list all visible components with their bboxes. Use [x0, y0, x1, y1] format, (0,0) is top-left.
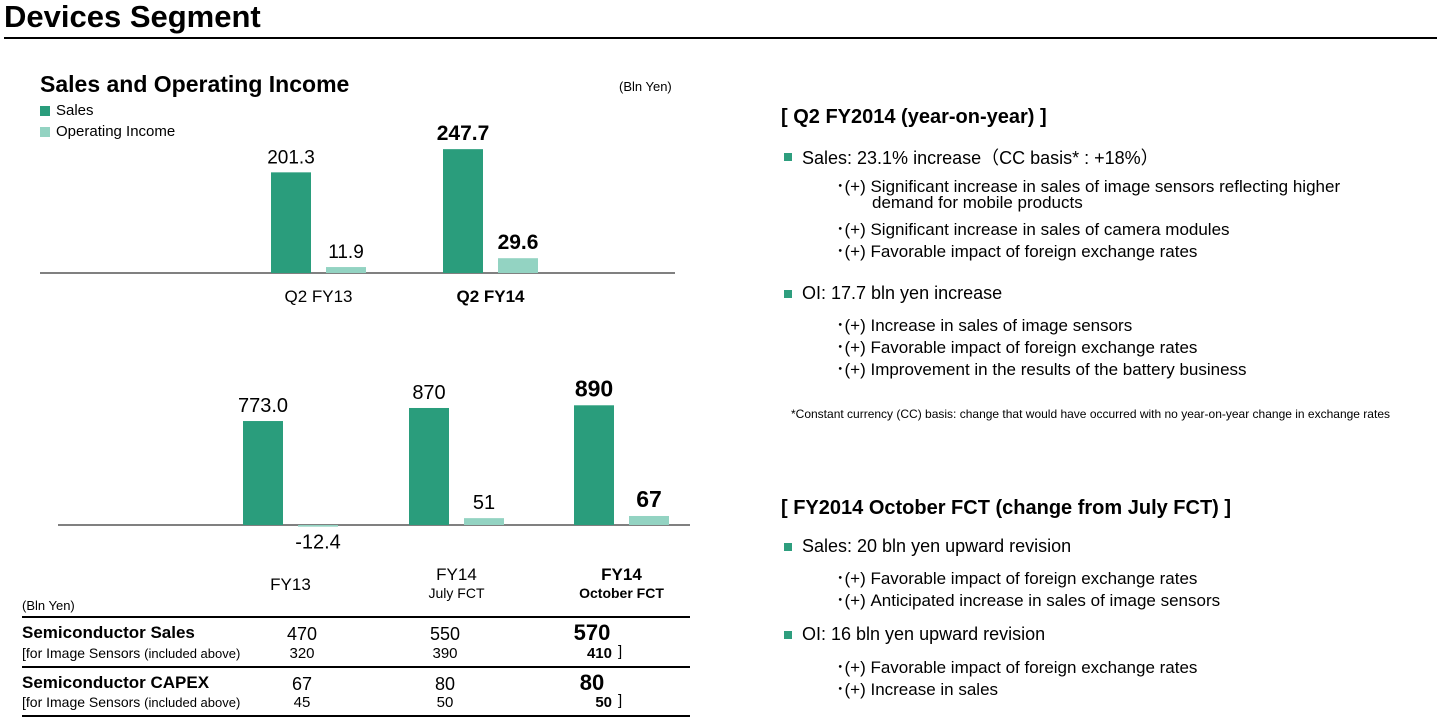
fct-sales-item: ･(+) Favorable impact of foreign exchang… — [836, 569, 1198, 588]
bar-sales — [271, 172, 311, 273]
category-label: Q2 FY14 — [456, 287, 525, 306]
q2-heading: [ Q2 FY2014 (year-on-year) ] — [781, 106, 1047, 128]
q2-sales-bullet: Sales: 23.1% increase（CC basis* : +18%） — [784, 144, 1159, 170]
cell-sensor-sales-fy14-october: 410 — [586, 645, 612, 662]
table-rule-top — [22, 616, 690, 618]
cell-capex-fy14-october: 80 — [579, 670, 605, 695]
legend-item-operating-income: Operating Income — [40, 123, 175, 140]
legend-label-sales: Sales — [56, 102, 94, 119]
category-label: FY13 — [270, 575, 311, 594]
cell-sensor-capex-fy14-october: 50 — [595, 694, 612, 711]
q2-sales-item: ･(+) Significant increase in sales of im… — [836, 177, 1341, 196]
bar-operating-income — [629, 515, 669, 525]
bar-sales — [574, 405, 614, 525]
bar-sales — [243, 421, 283, 525]
fct-oi-text: OI: 16 bln yen upward revision — [802, 624, 1046, 644]
row-label-semiconductor-sales: Semiconductor Sales — [22, 623, 195, 642]
row-sublabel-image-sensors: [for Image Sensors (included above) — [22, 645, 240, 661]
fct-oi-item: ･(+) Favorable impact of foreign exchang… — [836, 658, 1198, 677]
q2-sales-item: ･(+) Significant increase in sales of ca… — [836, 220, 1230, 239]
table-unit-label: (Bln Yen) — [22, 598, 75, 613]
bullet-square-icon — [784, 542, 792, 551]
chart-unit-label: (Bln Yen) — [619, 79, 672, 94]
q2-oi-item: ･(+) Favorable impact of foreign exchang… — [836, 338, 1198, 357]
fct-sales-item: ･(+) Anticipated increase in sales of im… — [836, 591, 1221, 610]
bar-operating-income — [298, 525, 338, 527]
bar-operating-income — [326, 267, 366, 273]
bar-value-label: 67 — [636, 486, 662, 512]
fct-sales-text: Sales: 20 bln yen upward revision — [802, 536, 1072, 556]
sublabel-text: [for Image Sensors — [22, 645, 141, 661]
row-sublabel-image-sensors-capex: [for Image Sensors (included above) — [22, 694, 240, 710]
q2-sales-item: demand for mobile products — [872, 193, 1083, 212]
q2-oi-item: ･(+) Increase in sales of image sensors — [836, 316, 1133, 335]
q2-sales-text: Sales: 23.1% increase（CC basis* : +18%） — [802, 148, 1159, 168]
title-divider — [4, 37, 1437, 39]
cell-sensor-capex-fy14-july: 50 — [436, 694, 454, 711]
legend-swatch-operating-income — [40, 126, 50, 137]
sublabel-note: (included above) — [144, 695, 241, 710]
bar-sales — [443, 149, 483, 273]
category-label: FY14 — [601, 565, 642, 584]
sublabel-text: [for Image Sensors — [22, 694, 141, 710]
sublabel-note: (included above) — [144, 646, 241, 661]
fct-sales-bullet: Sales: 20 bln yen upward revision — [784, 536, 1071, 557]
fct-oi-item: ･(+) Increase in sales — [836, 680, 999, 699]
chart-title: Sales and Operating Income — [40, 71, 350, 97]
cc-footnote: *Constant currency (CC) basis: change th… — [791, 407, 1390, 421]
bullet-square-icon — [784, 289, 792, 298]
cell-sales-fy14-july: 550 — [429, 624, 461, 644]
bar-operating-income — [464, 518, 504, 525]
bar-value-label: 51 — [473, 492, 495, 514]
category-label: FY14 — [436, 565, 477, 584]
cell-sales-fy13: 470 — [286, 624, 318, 644]
fct-heading: [ FY2014 October FCT (change from July F… — [781, 497, 1232, 519]
fct-oi-bullet: OI: 16 bln yen upward revision — [784, 624, 1045, 645]
bar-sales — [409, 407, 449, 525]
bullet-square-icon — [784, 630, 792, 639]
q2-oi-text: OI: 17.7 bln yen increase — [802, 283, 1003, 303]
legend-swatch-sales — [40, 105, 50, 116]
q2-oi-item: ･(+) Improvement in the results of the b… — [836, 360, 1247, 379]
legend-item-sales: Sales — [40, 102, 94, 119]
q2-sales-item: ･(+) Favorable impact of foreign exchang… — [836, 242, 1198, 261]
cell-sales-fy14-october: 570 — [573, 620, 611, 645]
q2-oi-bullet: OI: 17.7 bln yen increase — [784, 283, 1002, 304]
bar-value-label: 29.6 — [498, 231, 539, 254]
bar-operating-income — [498, 258, 538, 273]
bar-value-label: 11.9 — [328, 242, 364, 263]
page-title: Devices Segment — [4, 0, 261, 34]
category-label: Q2 FY13 — [284, 287, 352, 306]
bar-value-label: 890 — [575, 375, 613, 401]
bar-value-label: 201.3 — [267, 147, 315, 168]
cell-capex-fy13: 67 — [291, 674, 313, 694]
bracket-close: ] — [618, 692, 623, 709]
cell-sensor-capex-fy13: 45 — [293, 694, 311, 711]
row-label-semiconductor-capex: Semiconductor CAPEX — [22, 673, 210, 692]
cell-sensor-sales-fy13: 320 — [289, 645, 315, 662]
category-label: July FCT — [429, 585, 485, 601]
cell-sensor-sales-fy14-july: 390 — [432, 645, 458, 662]
bar-charts: 201.3 11.9 Q2 FY13 247.7 29.6 Q2 FY14 773.0 -12… — [40, 122, 690, 601]
bar-value-label: 247.7 — [437, 122, 490, 145]
bar-value-label: 870 — [412, 382, 445, 404]
table-rule-bottom — [22, 715, 690, 717]
bar-value-label: -12.4 — [295, 532, 341, 554]
cell-capex-fy14-july: 80 — [434, 674, 456, 694]
bullet-square-icon — [784, 153, 792, 161]
table-rule-middle — [22, 666, 690, 668]
legend-label-operating-income: Operating Income — [56, 123, 176, 140]
bracket-close: ] — [618, 643, 623, 660]
category-label: October FCT — [579, 585, 664, 601]
bar-value-label: 773.0 — [238, 395, 288, 417]
